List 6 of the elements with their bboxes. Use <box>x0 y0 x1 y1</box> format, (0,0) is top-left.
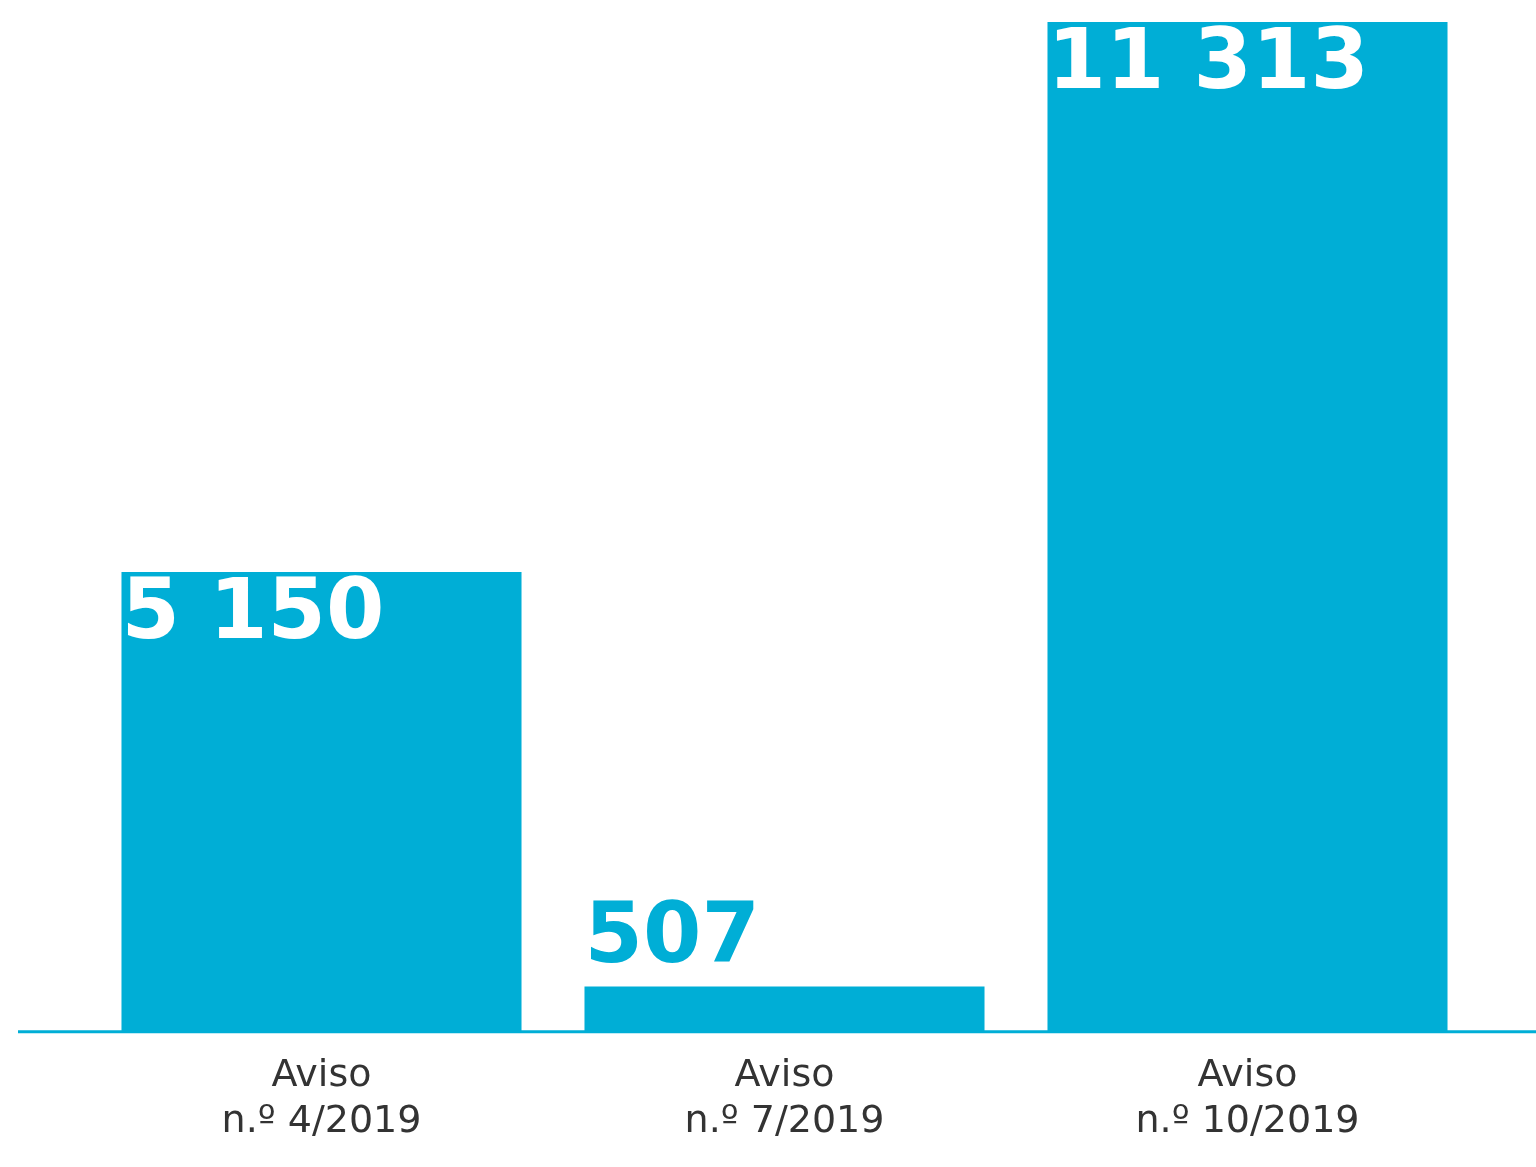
data-label: 5 150 <box>121 559 385 658</box>
x-tick-label: Aviso n.º 10/2019 <box>1135 1051 1360 1142</box>
data-label: 507 <box>584 884 760 983</box>
x-tick-label: Aviso n.º 7/2019 <box>684 1051 885 1142</box>
x-tick-label: Aviso n.º 4/2019 <box>221 1051 422 1142</box>
data-label: 11 313 <box>1047 9 1369 108</box>
